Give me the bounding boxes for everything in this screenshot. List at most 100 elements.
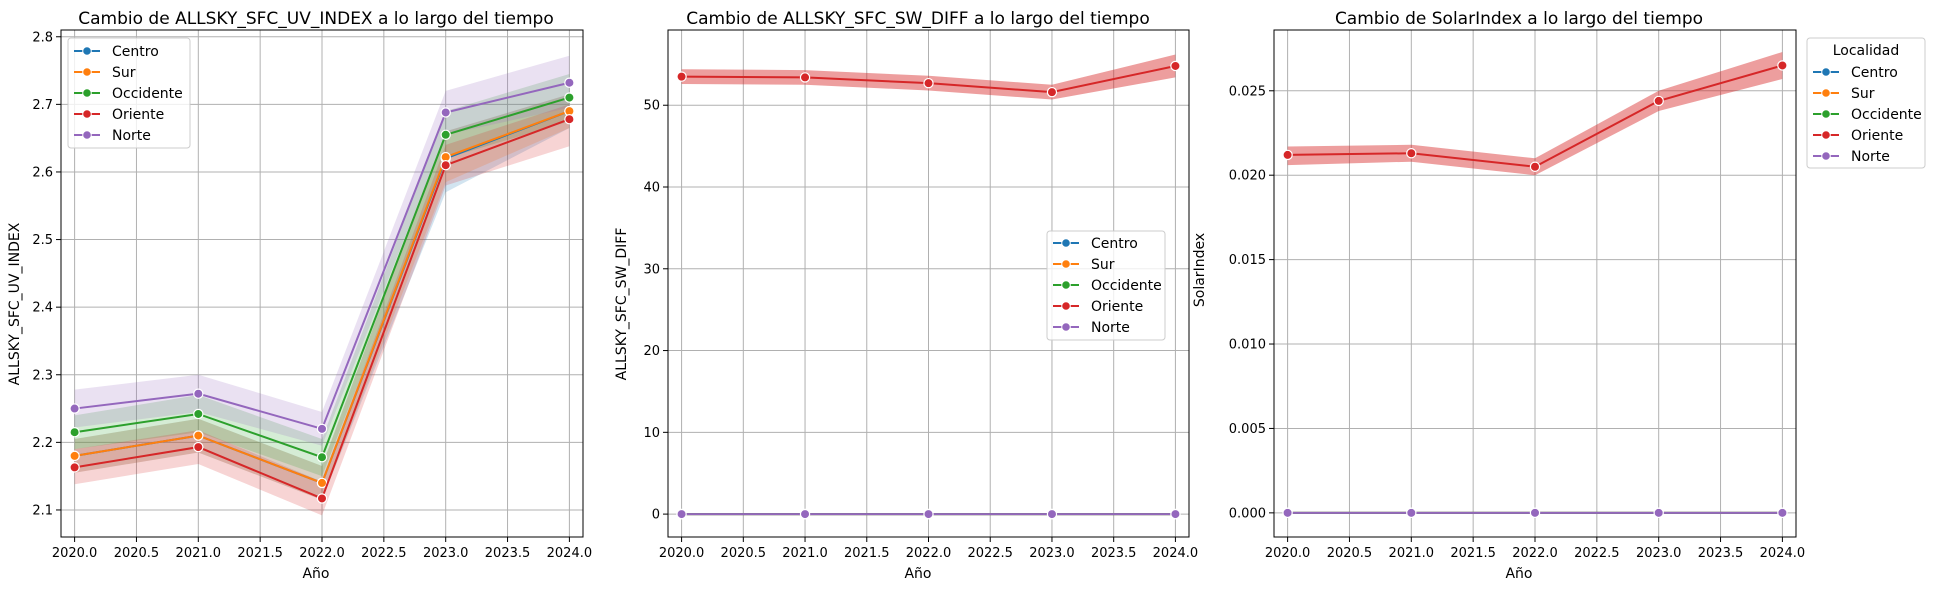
x-tick-label: 2022.5 (361, 546, 407, 561)
x-tick-label: 2022.0 (906, 546, 952, 561)
point-norte (1529, 507, 1541, 519)
grid (61, 30, 583, 537)
legend-swatch-marker (1061, 322, 1071, 332)
x-tick-label: 2020.0 (659, 546, 705, 561)
legend-item-occidente: Occidente (1053, 278, 1162, 294)
x-tick-label: 2024.0 (1153, 546, 1199, 561)
legend: Localidad Centro Sur Occidente Oriente Norte (1806, 37, 1926, 169)
legend-item-norte: Norte (1813, 149, 1890, 165)
legend-swatch-marker (82, 46, 92, 56)
point-norte (1406, 507, 1417, 519)
legend-label: Norte (112, 128, 151, 144)
point-oriente (923, 77, 934, 89)
legend-frame (1046, 230, 1166, 341)
y-tick-label: 50 (643, 99, 660, 114)
x-tick-label: 2023.5 (1091, 546, 1137, 561)
x-tick-label: 2023.5 (485, 546, 531, 561)
point-norte (1777, 507, 1788, 519)
x-tick-label: 2024.0 (547, 546, 593, 561)
legend-swatch-marker (82, 109, 92, 119)
point-norte (799, 508, 811, 520)
point-oriente (1406, 148, 1417, 159)
legend-item-centro: Centro (1813, 65, 1898, 81)
legend-label: Occidente (112, 86, 183, 102)
point-oriente (1529, 161, 1541, 172)
point-norte (193, 388, 204, 399)
point-oriente (1170, 60, 1181, 72)
y-axis-label: SolarIndex (1192, 233, 1208, 307)
x-tick-label: 2023.0 (423, 546, 469, 561)
point-oriente (1777, 60, 1788, 71)
legend-item-sur: Sur (74, 65, 136, 81)
axes: 2020.0 2020.5 2021.0 2021.5 2022.0 2022.5 2023… (32, 30, 592, 561)
legend-label: Sur (1851, 86, 1875, 102)
point-oriente (193, 441, 204, 453)
x-tick-label: 2021.0 (176, 546, 222, 561)
x-tick-label: 2022.5 (1574, 546, 1620, 561)
legend: Centro Sur Occidente Oriente Norte (1046, 230, 1166, 341)
legend-item-oriente: Oriente (1813, 128, 1903, 144)
point-occidente (316, 452, 328, 463)
y-tick-label: 0.005 (1229, 422, 1266, 437)
x-tick-label: 2021.5 (1450, 546, 1496, 561)
chart-title: Cambio de ALLSKY_SFC_SW_DIFF a lo largo … (686, 9, 1149, 29)
point-occidente (564, 92, 575, 103)
legend-swatch-marker (1821, 151, 1831, 161)
y-tick-label: 0.000 (1229, 506, 1266, 521)
x-tick-label: 2020.0 (52, 546, 98, 561)
point-norte (69, 403, 80, 414)
point-oriente (316, 493, 328, 504)
legend-label: Oriente (1851, 128, 1903, 144)
point-sur (69, 450, 80, 462)
legend-label: Occidente (1851, 107, 1922, 123)
legend-label: Occidente (1091, 278, 1162, 294)
x-tick-label: 2020.5 (721, 546, 767, 561)
y-tick-label: 30 (643, 262, 660, 277)
point-oriente (799, 72, 811, 83)
legend-swatch-marker (1061, 301, 1071, 311)
y-tick-label: 2.1 (32, 503, 53, 518)
legend-swatch-marker (1821, 67, 1831, 77)
y-tick-label: 2.3 (32, 368, 53, 383)
x-tick-label: 2020.0 (1265, 546, 1311, 561)
band-oriente (74, 104, 570, 516)
y-tick-label: 0 (652, 508, 660, 523)
x-tick-label: 2023.5 (1698, 546, 1744, 561)
legend-item-norte: Norte (1053, 320, 1130, 336)
point-oriente (1282, 149, 1293, 161)
chart-title: Cambio de SolarIndex a lo largo del tiem… (1335, 9, 1703, 29)
legend-item-occidente: Occidente (74, 86, 183, 102)
legend-label: Centro (112, 44, 159, 60)
x-tick-label: 2023.0 (1029, 546, 1075, 561)
axes: 2020.0 2020.5 2021.0 2021.5 2022.0 2022.5 2023… (643, 99, 1198, 561)
y-tick-label: 10 (643, 426, 660, 441)
legend-label: Centro (1851, 65, 1898, 81)
legend-swatch-marker (82, 130, 92, 140)
y-tick-label: 20 (643, 344, 660, 359)
legend-frame (67, 37, 191, 149)
legend-swatch-marker (1061, 280, 1071, 290)
y-tick-label: 0.025 (1229, 84, 1266, 99)
y-tick-label: 0.010 (1229, 338, 1266, 353)
x-tick-label: 2024.0 (1760, 546, 1806, 561)
x-axis-label: Año (904, 566, 931, 582)
legend-item-centro: Centro (74, 44, 159, 60)
legend-title: Localidad (1833, 43, 1900, 59)
chart-solar-index: Cambio de SolarIndex a lo largo del tiem… (1192, 9, 1805, 582)
point-oriente (564, 114, 575, 125)
y-tick-label: 2.7 (32, 98, 53, 113)
legend-label: Sur (112, 65, 136, 81)
point-norte (923, 508, 934, 520)
legend-label: Norte (1851, 149, 1890, 165)
point-norte (564, 77, 575, 88)
x-tick-label: 2020.5 (114, 546, 160, 561)
legend-swatch-marker (82, 88, 92, 98)
legend-label: Oriente (1091, 299, 1143, 315)
legend-item-norte: Norte (74, 128, 151, 144)
legend: Centro Sur Occidente Oriente Norte (67, 37, 191, 149)
point-occidente (440, 129, 451, 140)
plot-area: 2020.0 2020.5 2021.0 2021.5 2022.0 2022.5 2023… (1229, 29, 1806, 561)
chart-uv-index: Cambio de ALLSKY_SFC_UV_INDEX a lo largo… (7, 9, 592, 582)
legend-item-occidente: Occidente (1813, 107, 1922, 123)
legend-swatch-marker (1061, 238, 1071, 248)
